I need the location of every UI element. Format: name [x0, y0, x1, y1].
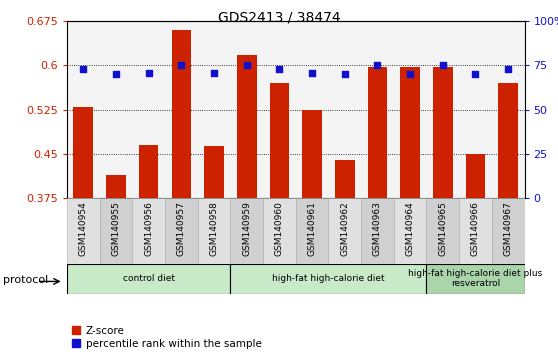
Bar [296, 198, 329, 264]
Bar [433, 67, 453, 198]
Point [504, 66, 513, 72]
Bar [492, 198, 525, 264]
Bar [361, 198, 394, 264]
Bar [106, 175, 126, 198]
Bar [230, 198, 263, 264]
Text: GSM140956: GSM140956 [144, 201, 153, 256]
Text: GSM140959: GSM140959 [242, 201, 251, 256]
Point [79, 66, 88, 72]
Bar [426, 198, 459, 264]
Text: GDS2413 / 38474: GDS2413 / 38474 [218, 11, 340, 25]
Bar [198, 21, 230, 198]
Point [177, 63, 186, 68]
Bar [139, 145, 158, 198]
Point [112, 72, 121, 77]
Bar [368, 67, 387, 198]
Point [406, 72, 415, 77]
Point [307, 70, 316, 75]
Bar [492, 21, 525, 198]
Text: GSM140966: GSM140966 [471, 201, 480, 256]
Point [439, 63, 448, 68]
Point [210, 70, 219, 75]
Bar [100, 198, 132, 264]
Text: control diet: control diet [123, 274, 175, 283]
Point [373, 63, 382, 68]
Bar [165, 198, 198, 264]
Text: GSM140964: GSM140964 [406, 201, 415, 256]
Bar [459, 198, 492, 264]
Bar [302, 110, 322, 198]
Text: protocol: protocol [3, 275, 48, 285]
Bar [198, 198, 230, 264]
Bar [466, 154, 485, 198]
Bar [67, 21, 100, 198]
Bar [394, 198, 426, 264]
Point [340, 72, 349, 77]
Bar [459, 21, 492, 198]
Bar [204, 146, 224, 198]
Bar [296, 21, 329, 198]
Bar [100, 21, 132, 198]
Bar [329, 198, 361, 264]
Bar [132, 198, 165, 264]
Bar [263, 198, 296, 264]
Text: high-fat high-calorie diet plus
resveratrol: high-fat high-calorie diet plus resverat… [408, 269, 542, 289]
Bar [394, 21, 426, 198]
Legend: Z-score, percentile rank within the sample: Z-score, percentile rank within the samp… [72, 326, 262, 349]
Text: GSM140957: GSM140957 [177, 201, 186, 256]
Text: high-fat high-calorie diet: high-fat high-calorie diet [272, 274, 384, 283]
Bar [230, 264, 426, 294]
Bar [400, 67, 420, 198]
Bar [426, 21, 459, 198]
Text: GSM140967: GSM140967 [504, 201, 513, 256]
Text: GSM140954: GSM140954 [79, 201, 88, 256]
Bar [67, 198, 100, 264]
Bar [329, 21, 361, 198]
Text: GSM140961: GSM140961 [307, 201, 316, 256]
Text: GSM140955: GSM140955 [112, 201, 121, 256]
Bar [171, 30, 191, 198]
Point [471, 72, 480, 77]
Text: GSM140960: GSM140960 [275, 201, 284, 256]
Text: GSM140963: GSM140963 [373, 201, 382, 256]
Bar [165, 21, 198, 198]
Bar [132, 21, 165, 198]
Bar [270, 83, 289, 198]
Bar [67, 264, 230, 294]
Point [275, 66, 284, 72]
Point [242, 63, 251, 68]
Bar [361, 21, 394, 198]
Bar [426, 264, 525, 294]
Text: GSM140965: GSM140965 [439, 201, 448, 256]
Bar [335, 160, 354, 198]
Bar [498, 83, 518, 198]
Bar [263, 21, 296, 198]
Text: GSM140958: GSM140958 [210, 201, 219, 256]
Point [144, 70, 153, 75]
Bar [237, 56, 257, 198]
Text: GSM140962: GSM140962 [340, 201, 349, 256]
Bar [230, 21, 263, 198]
Bar [74, 107, 93, 198]
